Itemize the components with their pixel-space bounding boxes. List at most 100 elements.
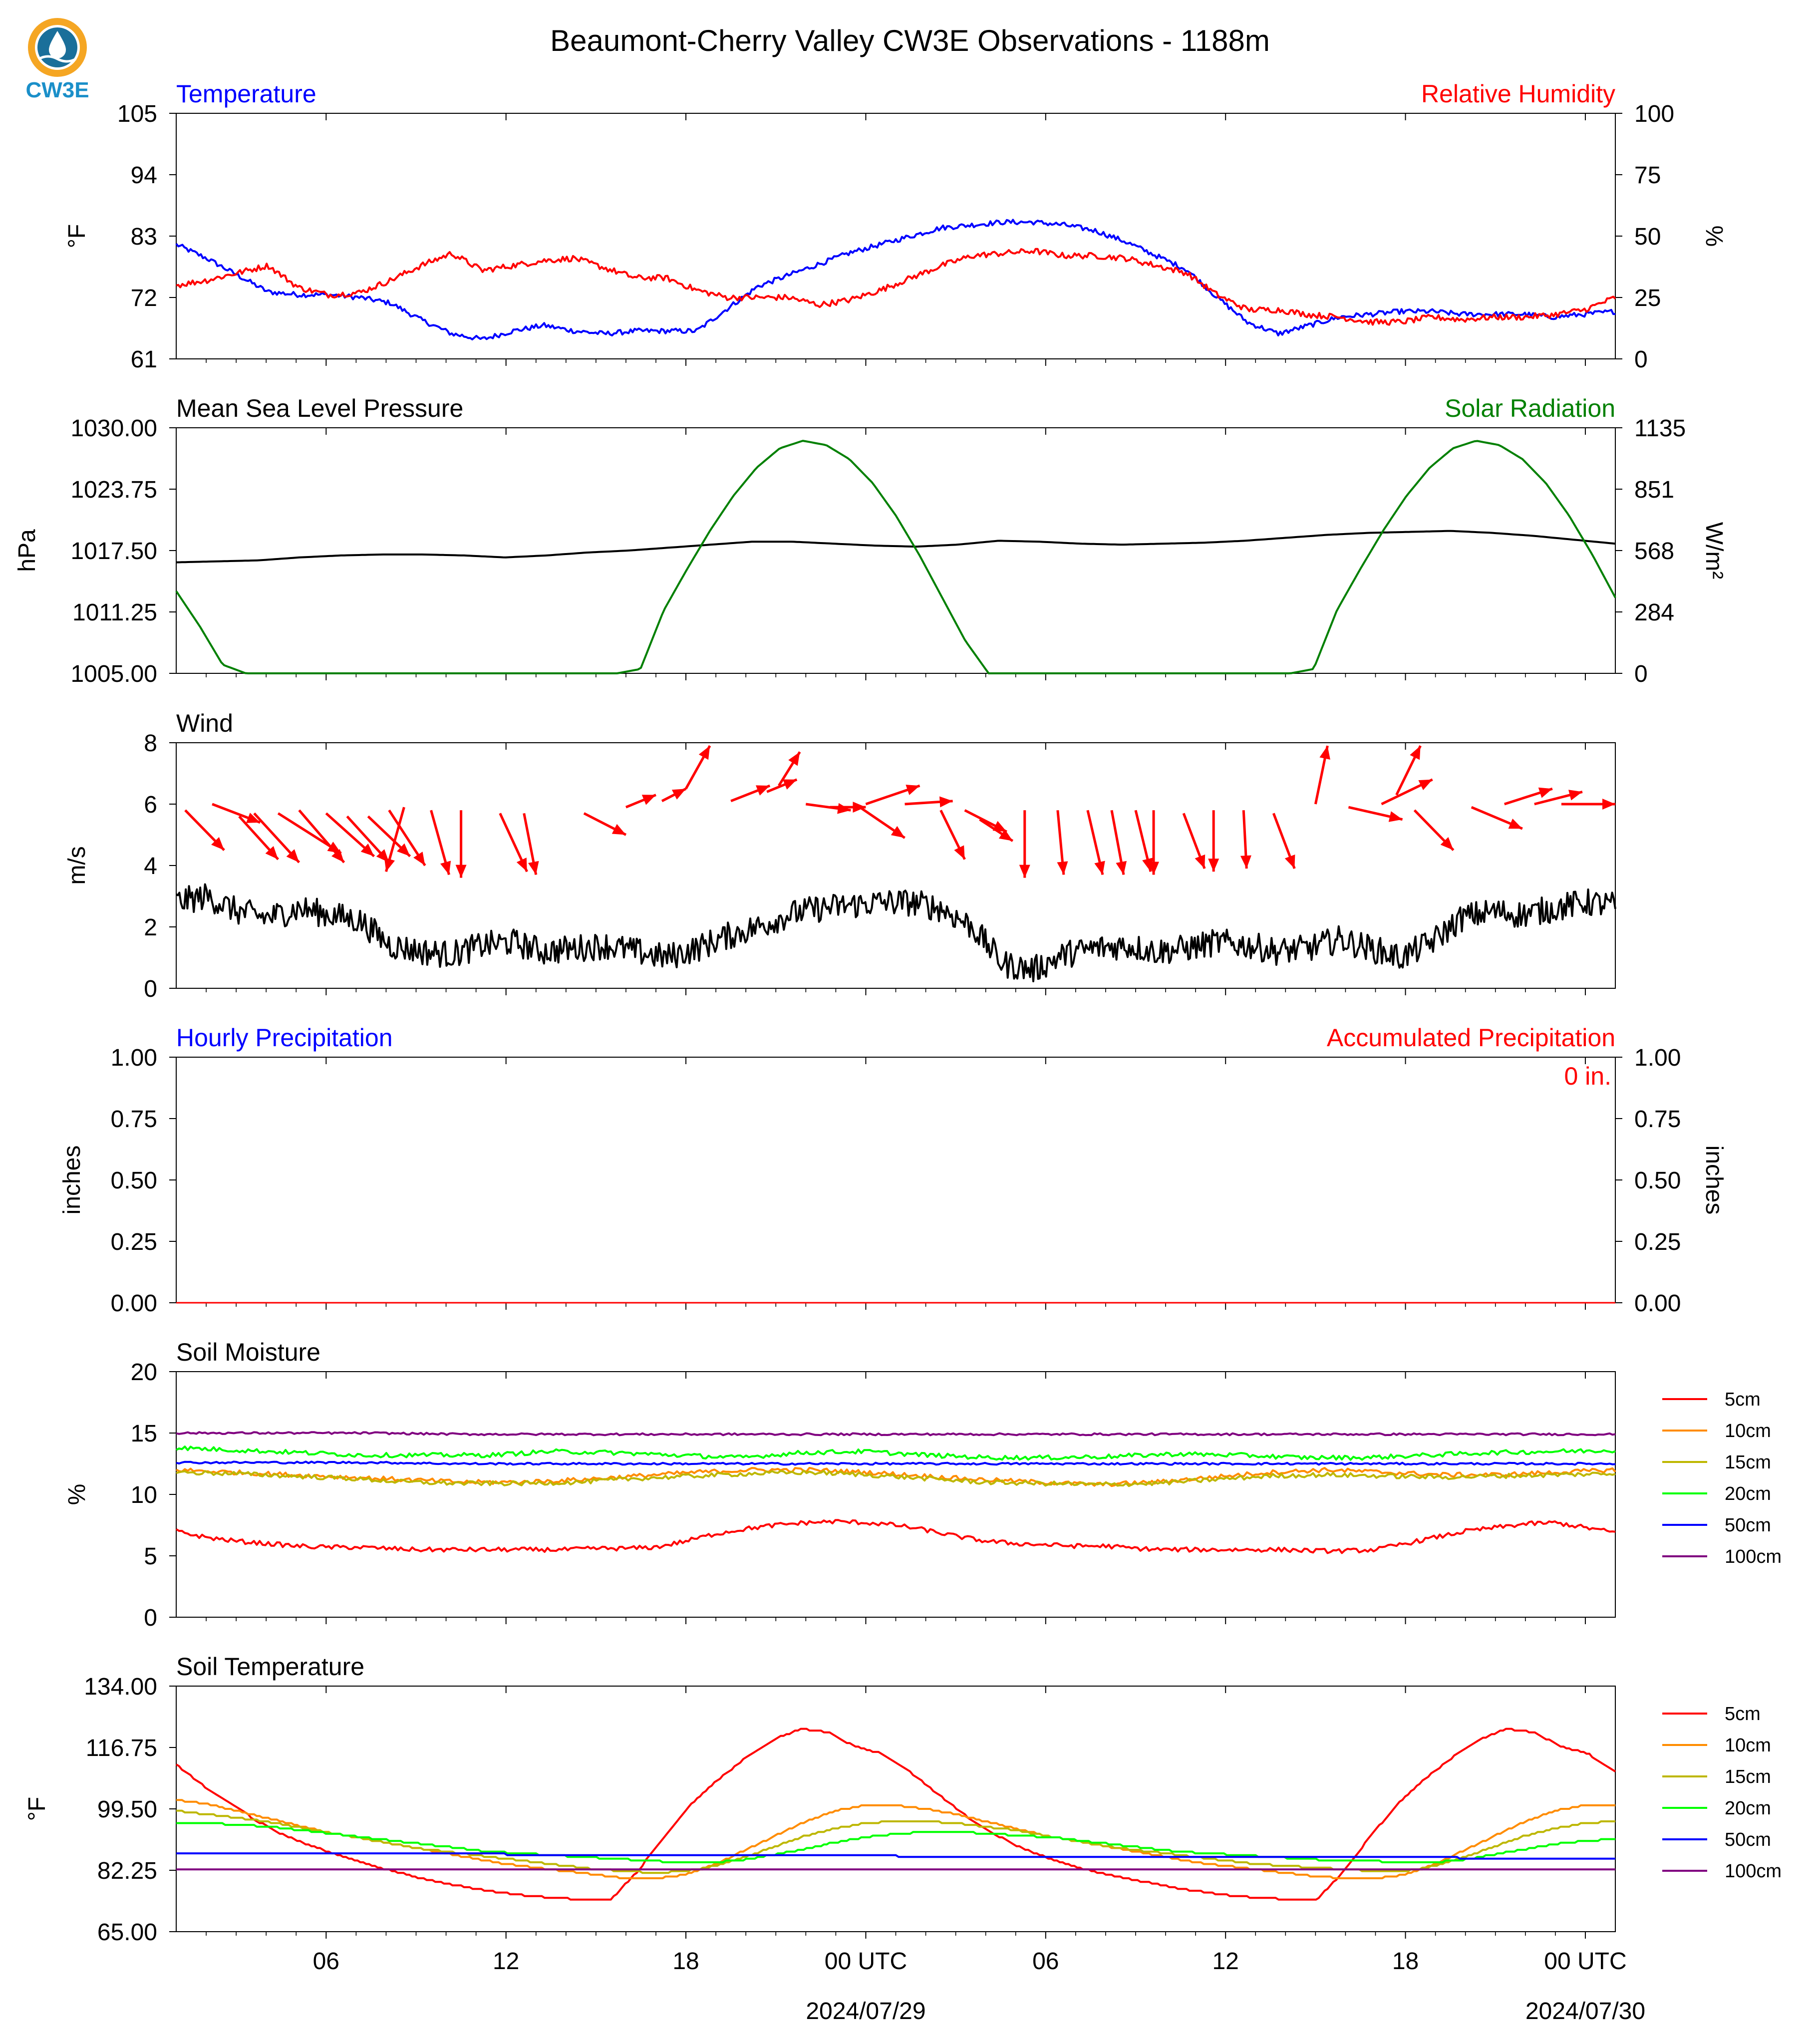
y-right-tick-label: 0.25 [1634,1229,1681,1255]
cw3e-logo: CW3E [25,18,89,102]
accumulated-total-label: 0 in. [1564,1062,1611,1090]
series-line-5cm [175,1519,1616,1554]
y-right-tick-label: 1.00 [1634,1045,1681,1071]
y-tick-label: 134.00 [84,1674,157,1700]
series-line-50cm [176,1852,1615,1860]
x-tick-label: 18 [1392,1948,1419,1975]
legend-label: 5cm [1725,1704,1761,1725]
water-drop-icon [49,31,66,58]
wind-vector-head [998,829,1013,841]
y-right-tick-label: 284 [1634,599,1674,626]
legend: 5cm 10cm 15cm 20cm 50cm 100cm [1662,1704,1782,1882]
wind-vector-head [1094,861,1105,875]
legend-label: 5cm [1725,1389,1761,1410]
y-axis-label: °F [64,224,90,249]
wind-vector-head [1195,854,1206,869]
legend-label: 100cm [1725,1861,1782,1882]
legend-label: 20cm [1725,1483,1771,1504]
chart-title: Beaumont-Cherry Valley CW3E Observations… [550,24,1270,57]
panel-left-title: Soil Moisture [176,1338,320,1366]
wind-vector-head [413,852,425,866]
series-line-solar-radiation [175,440,1616,674]
series-line-relative-humidity [176,248,1616,326]
y-right-tick-label: 75 [1634,162,1661,189]
wind-vector-head [756,785,770,796]
y-right-tick-label: 851 [1634,477,1674,503]
y-axis-label: m/s [64,846,90,884]
y-tick-label: 105 [117,101,157,127]
y-right-axis-label: % [1701,226,1727,247]
y-tick-label: 0.50 [111,1167,157,1194]
wind-vector-head [939,796,953,808]
series-line-temperature [175,219,1616,340]
series-line-20cm [176,1822,1615,1863]
wind-vector-head [954,845,965,860]
wind-vector-head [1388,811,1403,822]
wind-vector-head [528,861,539,875]
wind-vector-head [1116,861,1127,875]
y-tick-label: 1011.25 [72,599,157,626]
y-tick-label: 0.00 [111,1290,157,1317]
panel-pressure_solar: 1030.00 1023.75 1017.50 1011.25 1005.00 1135 8… [14,394,1727,687]
y-right-tick-label: 100 [1634,101,1674,127]
x-date-label-2: 2024/07/30 [1525,1998,1645,2025]
y-tick-label: 5 [144,1543,157,1570]
legend: 5cm 10cm 15cm 20cm 50cm 100cm [1662,1389,1782,1567]
logo-text: CW3E [25,78,89,102]
y-tick-label: 61 [131,346,157,373]
y-tick-label: 15 [131,1421,157,1447]
y-tick-label: 65.00 [97,1919,157,1946]
y-axis-label: hPa [14,529,40,572]
wind-vector-head [671,789,686,800]
wind-vector-head [1057,861,1068,875]
panel-left-title: Temperature [176,80,316,108]
wind-vector-head [211,837,225,851]
wind-vector-head [1142,858,1153,872]
wind-vector-head [1208,859,1219,872]
y-right-tick-label: 1135 [1634,415,1686,442]
series-line-5cm [175,1728,1616,1901]
y-tick-label: 0 [144,1605,157,1631]
series-line-15cm [176,1469,1616,1487]
panel-left-title: Soil Temperature [176,1653,364,1681]
series-line-15cm [176,1809,1615,1874]
series-line-wind-speed [176,883,1616,982]
series-line-50cm [176,1460,1616,1466]
wind-vector-head [837,803,851,814]
x-tick-label: 06 [1032,1948,1059,1975]
wind-vector-head [455,865,467,878]
wind-vector-head [1319,746,1330,760]
y-tick-label: 20 [131,1359,157,1386]
wind-vector-head [440,861,451,875]
y-tick-label: 1005.00 [70,661,157,687]
y-right-tick-label: 0.50 [1634,1167,1681,1194]
wind-vector-head [853,802,866,813]
y-right-tick-label: 0 [1634,346,1648,373]
wind-vector-head [611,824,626,835]
series-line-mean-sea-level-pressure [176,530,1616,564]
y-tick-label: 0 [144,976,157,1002]
panel-temperature_rh: 105 94 83 72 61 100 75 50 25 0 °F % Temperature Relat… [64,80,1727,373]
y-right-axis-label: inches [1701,1146,1727,1215]
x-date-label-1: 2024/07/29 [806,1998,925,2025]
wind-vector-head [286,849,300,863]
x-tick-label: 12 [493,1948,519,1975]
y-tick-label: 94 [131,162,157,189]
y-tick-label: 1023.75 [70,477,157,503]
panel-right-title: Accumulated Precipitation [1327,1024,1615,1052]
wind-vector-head [327,842,341,854]
wind-vector-head [1508,818,1522,829]
panel-precipitation: 1.00 0.75 0.50 0.25 0.00 1.00 0.75 0.50 0.25 0.00… [59,1024,1727,1317]
x-tick-label: 12 [1212,1948,1238,1975]
y-right-axis-label: W/m² [1701,522,1727,579]
panel-soil_temperature: 134.00 116.75 99.50 82.25 65.00 °F Soil Temper… [24,1653,1782,1975]
y-tick-label: 1017.50 [70,538,157,565]
panel-wind: 8 6 4 2 0 m/s Wind [64,709,1616,1002]
y-axis-label: inches [59,1146,85,1215]
x-tick-label: 00 UTC [1544,1948,1626,1975]
y-tick-label: 82.25 [97,1858,157,1884]
y-right-tick-label: 0.00 [1634,1290,1681,1317]
